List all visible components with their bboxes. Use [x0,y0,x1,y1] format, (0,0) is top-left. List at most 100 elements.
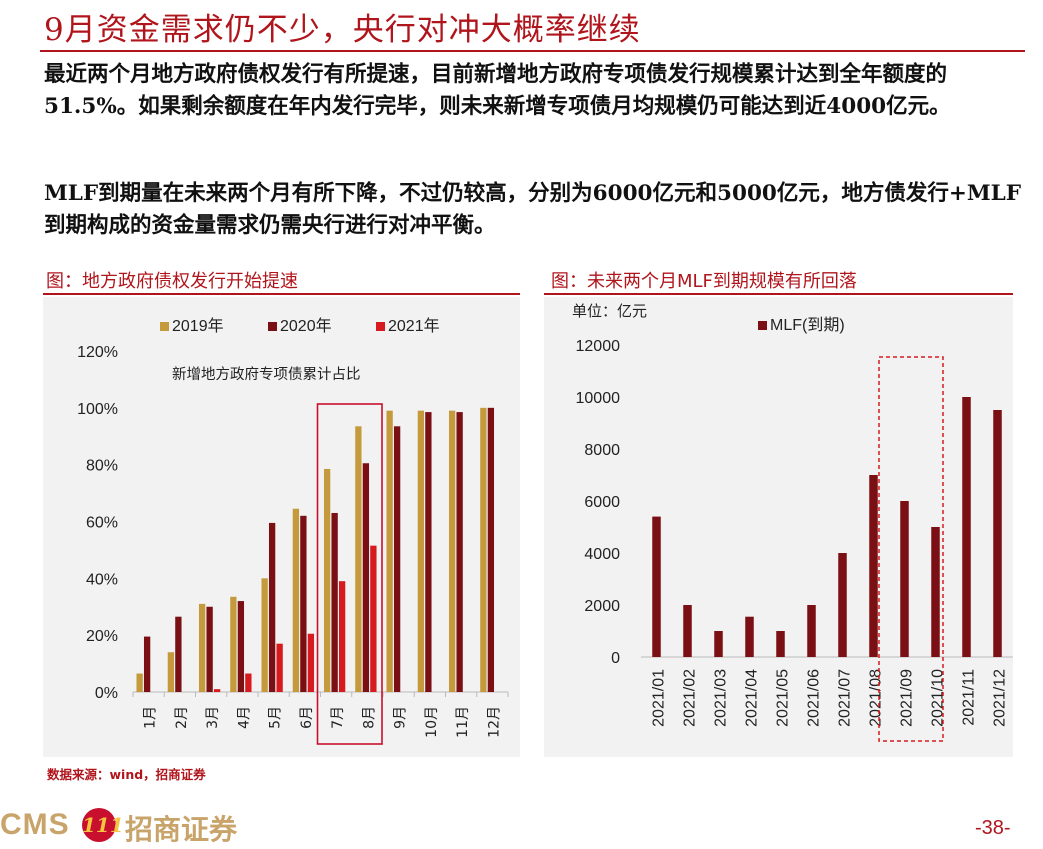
chart1-bar-2019年 [480,407,487,692]
title-divider [40,50,1025,52]
chart2-x-tick-label: 2021/05 [775,669,792,727]
chart2-x-tick-label: 2021/12 [992,669,1009,727]
chart2-bar-mlf [869,475,878,657]
chart1-bar-2019年 [292,508,300,692]
chart1-legend-swatch [160,322,169,331]
chart1-y-tick-label: 0% [95,685,118,702]
chart2-x-tick-label: 2021/07 [837,669,854,727]
chart2-bar-mlf [962,397,971,657]
chart1-bar-2021年 [338,581,346,692]
chart1-bar-2021年 [307,633,315,692]
chart1-bar-2020年 [175,616,182,692]
chart1-title: 图：地方政府债权发行开始提速 [46,271,298,292]
chart1-bar-2020年 [393,426,401,692]
page-title: 9月资金需求仍不少，央行对冲大概率继续 [44,12,641,48]
chart2-bar-mlf [931,527,940,657]
chart2-x-tick-label: 2021/06 [806,669,823,727]
chart1-title-divider [43,293,520,295]
chart2-highlight-box [878,356,944,742]
chart2-x-tick-label: 2021/03 [713,669,730,727]
chart1-bar-2019年 [417,410,425,692]
chart2-bar-mlf [683,605,692,657]
chart1-bar-2019年 [261,578,268,692]
data-source: 数据来源：wind，招商证券 [47,767,206,782]
chart1-y-tick-label: 80% [86,458,118,475]
chart2-bar-mlf [838,553,847,657]
chart2-bar-mlf [900,501,909,657]
chart2-x-tick-label: 2021/01 [651,669,668,727]
chart2-legend-label: MLF(到期) [770,316,845,334]
chart2-x-tick-label: 2021/08 [868,669,885,727]
chart2-y-tick-label: 6000 [584,494,620,511]
logo-text: CMS [0,808,70,841]
chart1-bar-2020年 [237,601,245,692]
chart1-bar-2019年 [198,603,206,692]
chart1-bar-2020年 [268,522,276,692]
chart1-y-tick-label: 120% [77,344,118,361]
chart2-y-tick-label: 10000 [576,390,621,407]
chart1-x-tick-label: 9月 [393,706,409,729]
chart2-y-tick-label: 4000 [584,546,620,563]
chart2-y-tick-label: 2000 [584,598,620,615]
chart1-bar-2019年 [323,468,331,692]
company-name: 招商证券 [125,813,238,846]
chart1-bar-2020年 [362,463,370,692]
chart1-y-tick-label: 60% [86,515,118,532]
chart2-y-tick-label: 8000 [584,442,620,459]
chart1-bar-2019年 [386,410,393,692]
chart1-bar-2020年 [300,515,307,692]
chart2-bar-mlf [652,516,661,657]
chart1-x-tick-label: 6月 [299,706,315,729]
chart1-bar-2020年 [143,636,151,692]
chart1-bar-2020年 [487,407,495,692]
chart2-x-tick-label: 2021/04 [744,669,761,727]
chart1-bar-2020年 [425,412,432,692]
chart2-bar-mlf [745,616,754,657]
chart2-title-divider [544,293,1013,295]
chart1-x-tick-label: 5月 [268,706,284,729]
chart2-x-tick-label: 2021/09 [899,669,916,727]
chart1-bar-2019年 [355,426,362,692]
page-number: -38- [975,817,1011,839]
chart1-bar-2019年 [136,673,143,692]
chart1-x-tick-label: 3月 [205,706,221,729]
paragraph-mlf: MLF到期量在未来两个月有所下降，不过仍较高，分别为6000亿元和5000亿元，… [44,181,1022,238]
chart1-legend-swatch [268,322,277,331]
chart1-x-tick-label: 4月 [236,706,252,729]
chart2-bar-mlf [714,631,723,657]
chart1-x-tick-label: 7月 [330,706,346,729]
chart2-unit-label: 单位：亿元 [572,302,647,320]
chart1-bar-2020年 [456,412,463,692]
chart1-bar-2019年 [448,410,456,692]
chart1-legend-label: 2021年 [388,317,440,335]
chart1-x-tick-label: 10月 [424,706,440,738]
chart1-bar-2021年 [213,689,221,692]
chart2-bar-mlf [776,631,785,657]
chart1-bar-2021年 [370,545,377,692]
chart1-bar-2020年 [331,512,338,692]
chart1-bar-2019年 [167,652,175,692]
chart1-bar-2021年 [245,673,252,692]
chart1-y-tick-label: 40% [86,571,118,588]
chart1-legend-label: 2020年 [280,317,332,335]
chart2-title: 图：未来两个月MLF到期规模有所回落 [551,271,857,292]
chart1-bar-2021年 [276,643,283,692]
chart1-annotation: 新增地方政府专项债累计占比 [172,366,361,383]
paragraph-local-bonds: 最近两个月地方政府债权发行有所提速，目前新增地方政府专项债发行规模累计达到全年额… [44,62,951,119]
chart2-y-tick-label: 0 [611,650,620,667]
chart1-bar-2020年 [206,606,213,692]
chart1-bar-2019年 [230,596,237,692]
chart1-legend-swatch [376,322,385,331]
chart1-x-tick-label: 11月 [455,706,471,738]
chart1-y-tick-label: 100% [77,401,118,418]
chart1-x-tick-label: 8月 [361,706,377,729]
chart2-x-tick-label: 2021/10 [930,669,947,727]
chart2-y-tick-label: 12000 [576,338,621,355]
logo-badge-icon: 111 [82,808,124,842]
chart2-x-tick-label: 2021/02 [682,669,699,727]
chart1-highlight-box [316,403,383,745]
chart1-legend-label: 2019年 [172,317,224,335]
chart1-y-tick-label: 20% [86,628,118,645]
chart2-bar-mlf [993,410,1002,657]
